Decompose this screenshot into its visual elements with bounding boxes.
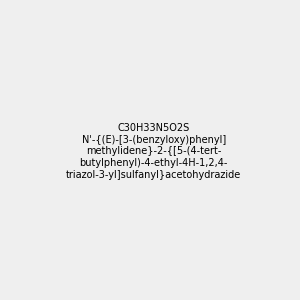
Text: C30H33N5O2S
N'-{(E)-[3-(benzyloxy)phenyl]
methylidene}-2-{[5-(4-tert-
butylpheny: C30H33N5O2S N'-{(E)-[3-(benzyloxy)phenyl… (66, 123, 242, 180)
